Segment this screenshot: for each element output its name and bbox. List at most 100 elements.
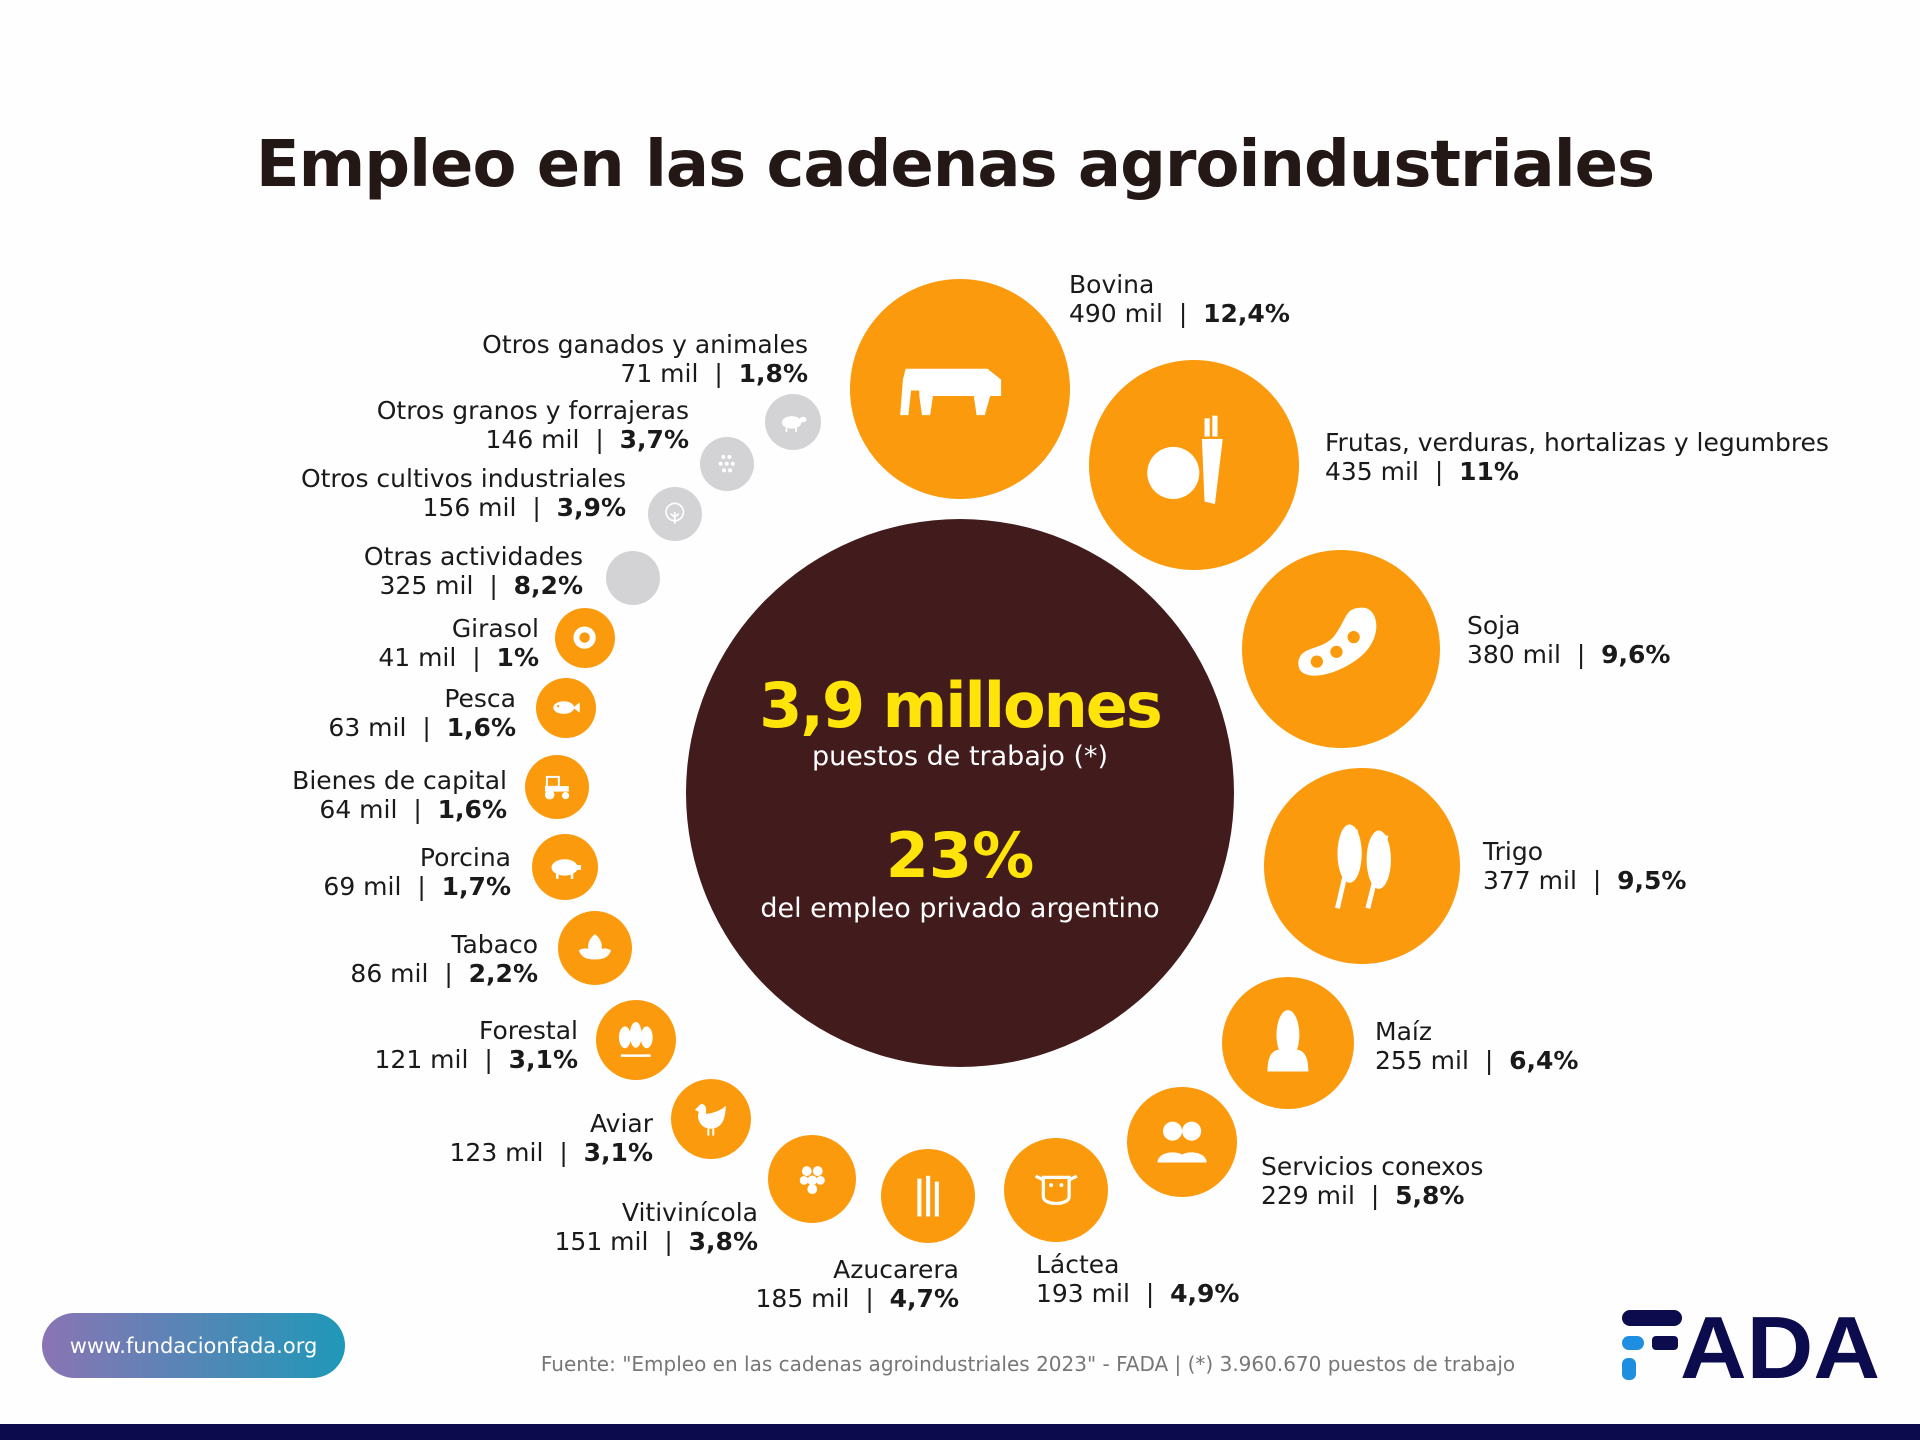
sector-share: 1,6% [446, 713, 516, 742]
sector-jobs: 380 mil [1467, 640, 1561, 669]
sector-bubble [850, 279, 1070, 499]
private-employment-caption: del empleo privado argentino [760, 893, 1160, 924]
grains-icon [718, 455, 736, 473]
bottom-bar [0, 1424, 1920, 1440]
total-jobs-caption: puestos de trabajo (*) [811, 741, 1109, 772]
sector-name: Otros granos y forrajeras [376, 396, 689, 425]
sector-bubble [765, 394, 821, 450]
sector-name: Azucarera [833, 1255, 959, 1284]
sector-jobs: 185 mil [755, 1284, 850, 1313]
sheep-icon [781, 415, 807, 432]
sector-name: Otros cultivos industriales [300, 464, 626, 493]
sector-jobs: 193 mil [1036, 1279, 1130, 1308]
sector-share: 3,1% [508, 1045, 578, 1074]
cow-icon [899, 368, 1001, 415]
sector-label: Maíz 255 mil | 6,4% [1375, 1017, 1579, 1075]
sector-share: 1,6% [437, 795, 507, 824]
sector-bubble [536, 678, 596, 738]
sector-jobs: 63 mil [328, 713, 407, 742]
sector-jobs: 229 mil [1261, 1181, 1355, 1210]
fish-icon [553, 701, 581, 715]
private-employment-share: 23% [885, 819, 1035, 892]
sector-jobs: 435 mil [1325, 457, 1419, 486]
sector-share: 2,2% [468, 959, 538, 988]
sector-name: Porcina [419, 843, 511, 872]
sector-bubble [555, 608, 615, 668]
sector-jobs: 69 mil [323, 872, 402, 901]
sector-label: Tabaco 86 mil | 2,2% [350, 930, 538, 988]
center-summary-circle: 3,9 millones puestos de trabajo (*) 23% … [686, 519, 1234, 1067]
sector-jobs: 41 mil [378, 643, 457, 672]
sector-label: Frutas, verduras, hortalizas y legumbres… [1325, 428, 1829, 486]
sector-bubble [596, 1000, 676, 1080]
sector-name: Bovina [1069, 270, 1155, 299]
sector-label: Bienes de capital 64 mil | 1,6% [292, 766, 507, 824]
fada-logo: ADA [1622, 1306, 1880, 1382]
sector-share: 1,7% [441, 872, 511, 901]
sector-share: 1,8% [738, 359, 808, 388]
wheat-icon [1335, 824, 1392, 910]
sector-name: Forestal [479, 1016, 578, 1045]
sector-label: Pesca 63 mil | 1,6% [328, 684, 516, 742]
sugarcane-icon [917, 1175, 939, 1217]
sector-share: 4,9% [1170, 1279, 1240, 1308]
sector-share: 5,8% [1395, 1181, 1465, 1210]
sector-name: Maíz [1375, 1017, 1432, 1046]
sector-jobs: 377 mil [1483, 866, 1577, 895]
sector-bubble [700, 437, 754, 491]
sector-bubble [648, 487, 702, 541]
sector-share: 1% [496, 643, 539, 672]
sector-label: Trigo 377 mil | 9,5% [1483, 837, 1687, 895]
sector-bubble [1222, 977, 1354, 1109]
sector-name: Servicios conexos [1261, 1152, 1484, 1181]
sector-label: Soja 380 mil | 9,6% [1467, 611, 1671, 669]
sector-name: Tabaco [451, 930, 538, 959]
sector-label: Bovina 490 mil | 12,4% [1069, 270, 1290, 328]
sector-label: Vitivinícola 151 mil | 3,8% [554, 1198, 758, 1256]
sector-name: Pesca [444, 684, 516, 713]
sunflower-icon [573, 626, 597, 650]
sector-name: Otras actividades [363, 542, 583, 571]
soybean-icon [1298, 607, 1376, 676]
sector-bubble [1242, 550, 1440, 748]
sector-label: Otras actividades 325 mil | 8,2% [363, 542, 583, 600]
sector-bubble [1127, 1087, 1237, 1197]
sector-jobs: 490 mil [1069, 299, 1163, 328]
trees-icon [619, 1022, 653, 1058]
sector-jobs: 255 mil [1375, 1046, 1469, 1075]
sector-label: Aviar 123 mil | 3,1% [449, 1109, 653, 1167]
tobacco-leaf-icon [578, 934, 612, 960]
sector-jobs: 64 mil [319, 795, 398, 824]
sector-label: Servicios conexos 229 mil | 5,8% [1261, 1152, 1484, 1210]
sector-share: 8,2% [513, 571, 583, 600]
sector-name: Vitivinícola [621, 1198, 758, 1227]
sector-name: Aviar [590, 1109, 653, 1138]
sector-share: 3,7% [619, 425, 689, 454]
website-link[interactable]: www.fundacionfada.org [42, 1313, 345, 1378]
sector-jobs: 71 mil [620, 359, 699, 388]
page-title: Empleo en las cadenas agroindustriales [255, 128, 1655, 202]
sector-label: Forestal 121 mil | 3,1% [374, 1016, 578, 1074]
svg-text:ADA: ADA [1680, 1306, 1880, 1382]
sector-name: Otros ganados y animales [482, 330, 808, 359]
people-icon [1157, 1121, 1207, 1163]
sector-bubble [768, 1135, 856, 1223]
sector-share: 9,5% [1617, 866, 1687, 895]
total-jobs: 3,9 millones [759, 669, 1162, 742]
sector-share: 3,9% [556, 493, 626, 522]
sector-share: 11% [1459, 457, 1519, 486]
sector-label: Otros granos y forrajeras 146 mil | 3,7% [376, 396, 689, 454]
sector-share: 6,4% [1509, 1046, 1579, 1075]
sector-bubble [558, 911, 632, 985]
chicken-icon [695, 1104, 726, 1136]
sector-bubble [532, 834, 598, 900]
sector-bubble [1264, 768, 1460, 964]
sector-bubble [1089, 360, 1299, 570]
sector-name: Frutas, verduras, hortalizas y legumbres [1325, 428, 1829, 457]
pig-icon [551, 858, 581, 879]
sector-share: 4,7% [889, 1284, 959, 1313]
sector-bubble [525, 755, 589, 819]
grapes-icon [799, 1165, 825, 1194]
sector-name: Láctea [1036, 1250, 1120, 1279]
sector-bubble [606, 551, 660, 605]
